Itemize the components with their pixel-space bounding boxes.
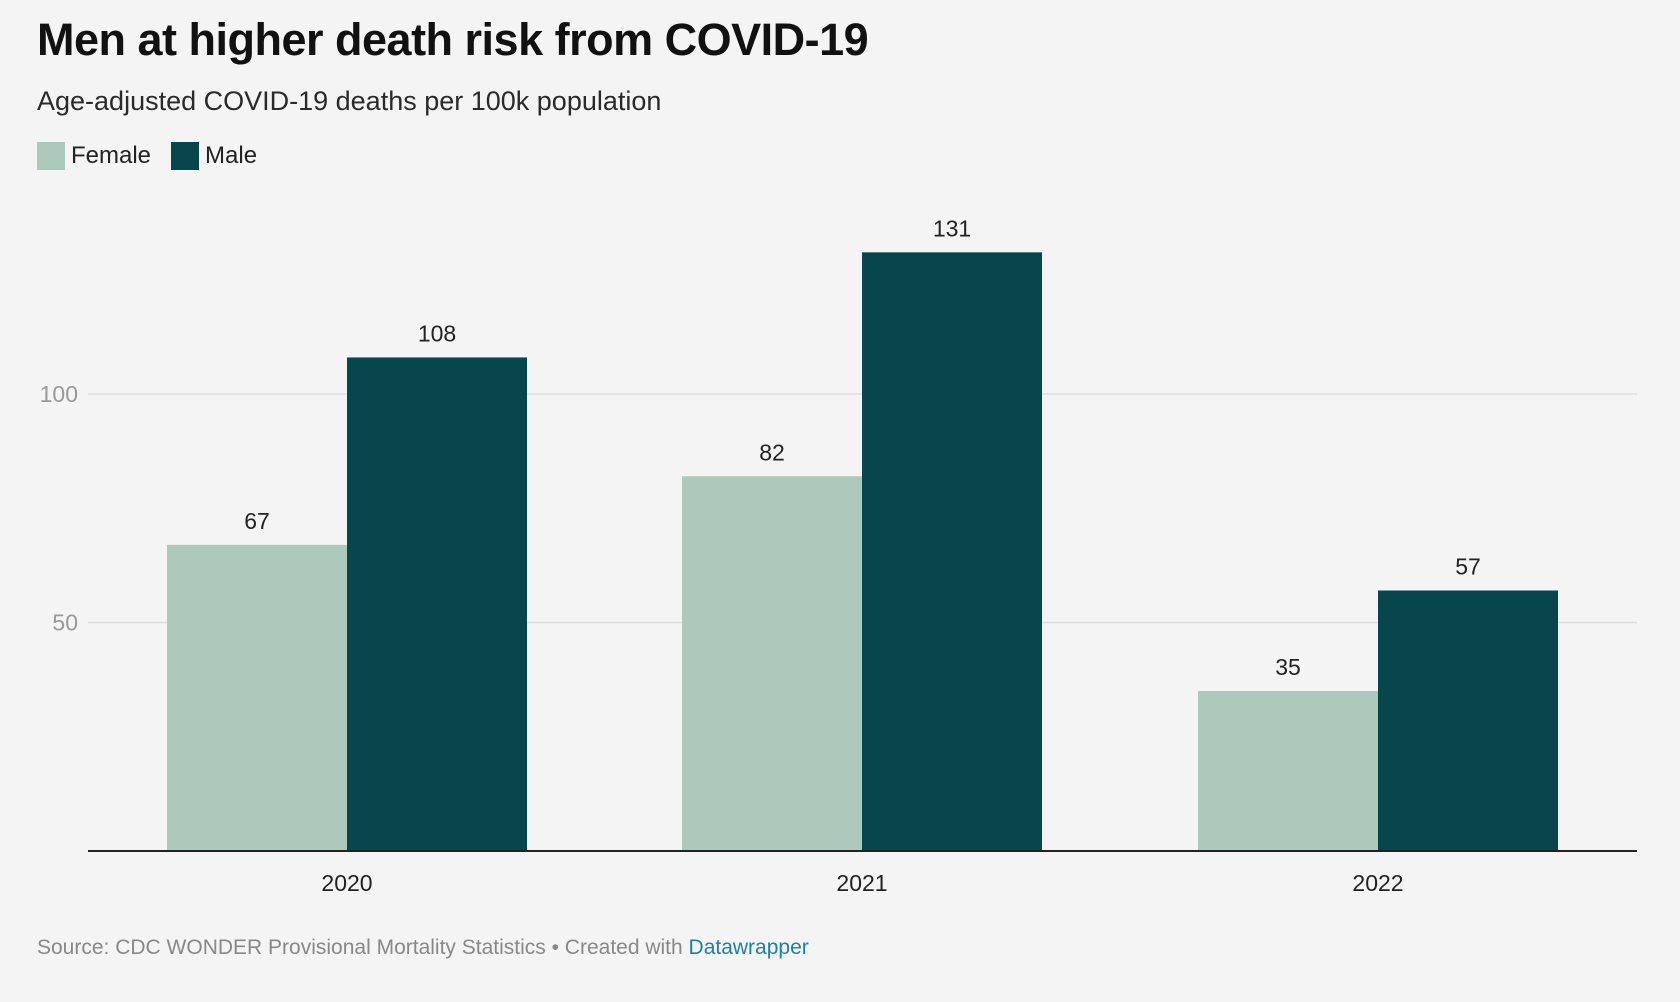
legend-swatch-male bbox=[171, 142, 200, 170]
bar-female-2022 bbox=[1198, 691, 1378, 851]
data-label-male-2022: 57 bbox=[1455, 554, 1481, 580]
legend-item-female: Female bbox=[37, 142, 151, 170]
bar-male-2022 bbox=[1378, 590, 1558, 851]
legend-label-female: Female bbox=[71, 142, 152, 169]
source-text: Source: CDC WONDER Provisional Mortality… bbox=[37, 936, 689, 959]
x-tick-label-2021: 2021 bbox=[836, 870, 887, 896]
x-tick-label-2022: 2022 bbox=[1352, 870, 1403, 896]
legend-item-male: Male bbox=[171, 142, 257, 170]
bar-male-2021 bbox=[862, 252, 1042, 851]
datawrapper-link[interactable]: Datawrapper bbox=[688, 936, 809, 959]
legend: Female Male bbox=[37, 142, 257, 170]
data-label-male-2020: 108 bbox=[418, 320, 456, 346]
data-label-male-2021: 131 bbox=[933, 215, 971, 241]
legend-label-male: Male bbox=[205, 142, 258, 169]
source-note: Source: CDC WONDER Provisional Mortality… bbox=[37, 936, 809, 960]
y-tick-label-100: 100 bbox=[40, 381, 78, 407]
bar-female-2020 bbox=[167, 544, 347, 851]
y-tick-label-50: 50 bbox=[52, 610, 78, 636]
legend-swatch-female bbox=[37, 142, 65, 170]
chart-subtitle: Age-adjusted COVID-19 deaths per 100k po… bbox=[37, 86, 662, 116]
bar-male-2020 bbox=[347, 357, 527, 851]
bar-female-2021 bbox=[682, 476, 862, 851]
data-label-female-2022: 35 bbox=[1275, 654, 1301, 680]
x-tick-label-2020: 2020 bbox=[321, 870, 372, 896]
chart-title: Men at higher death risk from COVID-19 bbox=[37, 14, 869, 65]
data-label-female-2020: 67 bbox=[244, 508, 270, 534]
data-label-female-2021: 82 bbox=[759, 439, 785, 465]
